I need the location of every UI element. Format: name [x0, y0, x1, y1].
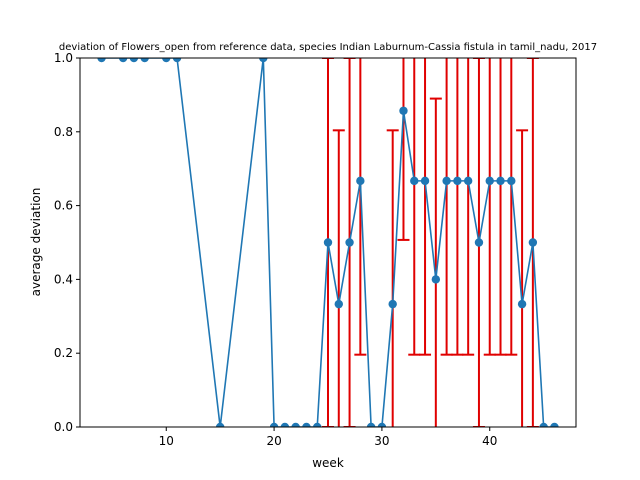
x-tick-label: 10 [159, 434, 174, 448]
y-axis: 0.0 0.2 0.4 0.6 0.8 1.0 [54, 51, 80, 434]
data-point [129, 57, 139, 63]
data-point [269, 422, 279, 428]
data-point [550, 422, 559, 428]
data-point [97, 57, 106, 63]
data-point [356, 176, 365, 186]
plot-frame [79, 57, 577, 428]
data-point [442, 176, 451, 186]
data-point [313, 422, 322, 428]
y-axis-label: average deviation [29, 188, 43, 297]
data-point [507, 176, 516, 186]
data-point [388, 299, 397, 309]
data-point [474, 238, 484, 247]
data-point [399, 106, 408, 115]
data-point [280, 422, 290, 428]
x-tick-label: 40 [482, 434, 497, 448]
x-axis-label: week [312, 456, 344, 470]
data-point [162, 57, 171, 63]
data-point [215, 422, 225, 428]
data-point [485, 176, 494, 186]
y-tick-label: 0.0 [54, 420, 73, 434]
data-point [118, 57, 128, 63]
y-tick-label: 1.0 [54, 51, 73, 65]
data-point [410, 176, 419, 186]
data-point [539, 422, 548, 428]
x-tick-label: 20 [266, 434, 281, 448]
y-tick-label: 0.6 [54, 199, 73, 213]
data-layer [97, 57, 559, 428]
data-point [420, 176, 430, 186]
y-tick-label: 0.4 [54, 272, 73, 286]
data-point [453, 176, 462, 186]
data-point [431, 275, 441, 284]
data-point [345, 238, 354, 247]
data-point [323, 238, 333, 247]
y-tick-label: 0.8 [54, 125, 73, 139]
data-point [463, 176, 473, 186]
data-point [517, 299, 527, 309]
data-point [377, 422, 387, 428]
y-tick-label: 0.2 [54, 346, 73, 360]
data-point [334, 299, 343, 309]
data-point [528, 238, 538, 247]
plot-area [79, 57, 577, 428]
data-point [259, 57, 268, 63]
data-point [496, 176, 505, 186]
data-point [172, 57, 182, 63]
x-tick-label: 30 [374, 434, 389, 448]
data-point [366, 422, 376, 428]
data-point [140, 57, 149, 63]
chart-title: deviation of Flowers_open from reference… [59, 42, 597, 53]
x-axis: 10 20 30 40 [159, 427, 497, 448]
data-point [291, 422, 300, 428]
data-point [302, 422, 311, 428]
